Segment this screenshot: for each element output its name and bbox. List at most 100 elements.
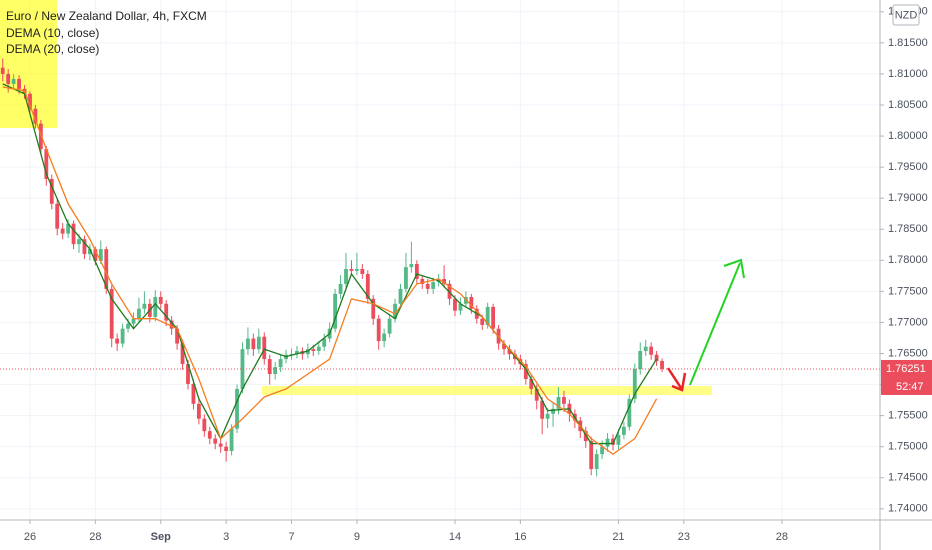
candle-body: [453, 298, 457, 311]
candle-body: [611, 438, 615, 445]
candle-body: [398, 288, 403, 304]
candle-body: [365, 273, 370, 299]
candle-body: [376, 318, 381, 342]
down-arrow: [666, 367, 683, 389]
candle-body: [382, 333, 387, 342]
x-tick-label: 16: [514, 531, 526, 543]
y-tick-label: 1.78500: [888, 223, 928, 235]
candle-body: [589, 441, 594, 470]
candle-body: [0, 67, 5, 74]
candle-body: [126, 323, 130, 329]
candle-body: [502, 343, 506, 350]
candle-body: [638, 351, 643, 370]
candle-body: [360, 269, 365, 274]
candle-body: [186, 364, 190, 384]
legend-entry: DEMA (10, close): [6, 26, 99, 40]
candle-body: [109, 288, 114, 339]
countdown-label: 52:47: [896, 381, 924, 393]
x-tick-label: 3: [223, 531, 229, 543]
y-tick-label: 1.74000: [888, 503, 928, 515]
candle-body: [229, 428, 234, 452]
up-arrow: [689, 262, 741, 386]
candle-body: [534, 388, 539, 401]
candle-body: [387, 318, 392, 334]
candle-body: [485, 306, 490, 325]
candle-body: [594, 454, 599, 470]
y-tick-label: 1.78000: [888, 254, 928, 266]
candle-body: [207, 431, 212, 439]
candle-body: [442, 278, 446, 284]
last-price-label: 1.76251: [886, 363, 926, 375]
last-price-badge: [881, 359, 932, 378]
legend-entry: DEMA (20, close): [6, 42, 99, 56]
x-tick-label: 28: [776, 531, 788, 543]
candle-body: [616, 434, 621, 445]
candle-body: [82, 239, 87, 255]
candle-body: [551, 408, 555, 414]
candle-body: [278, 359, 283, 368]
candle-body: [180, 343, 185, 365]
candle-body: [562, 396, 566, 404]
candle-body: [556, 396, 561, 409]
x-tick-label: Sep: [151, 531, 171, 543]
candle-body: [600, 446, 605, 455]
y-tick-label: 1.79500: [888, 161, 928, 173]
y-tick-label: 1.77000: [888, 316, 928, 328]
candle-body: [175, 328, 179, 344]
x-tick-label: 23: [678, 531, 690, 543]
candle-body: [333, 293, 338, 329]
x-tick-label: 7: [288, 531, 294, 543]
candle-body: [256, 336, 261, 350]
candle-body: [104, 249, 109, 289]
candle-body: [246, 338, 250, 350]
candle-body: [17, 78, 21, 89]
candle-body: [131, 318, 136, 324]
candle-body: [480, 318, 485, 325]
candle-body: [158, 296, 163, 304]
candle-body: [404, 267, 408, 289]
plot: [0, 58, 880, 477]
candle-body: [196, 403, 201, 419]
x-tick-label: 14: [449, 531, 461, 543]
y-tick-label: 1.81500: [888, 37, 928, 49]
candle-body: [540, 400, 545, 419]
y-tick-label: 1.77500: [888, 285, 928, 297]
candle-body: [660, 360, 664, 369]
x-tick-label: 21: [612, 531, 624, 543]
candle-body: [251, 338, 256, 350]
x-tick-label: 26: [24, 531, 36, 543]
candle-body: [409, 264, 414, 268]
candle-body: [55, 203, 60, 229]
candle-body: [420, 278, 425, 284]
candle-body: [316, 346, 321, 352]
candle-body: [169, 320, 174, 329]
candle-body: [295, 351, 299, 355]
candle-body: [469, 296, 474, 309]
support-zone: [262, 386, 712, 395]
candle-body: [344, 269, 348, 284]
candle-body: [77, 239, 81, 245]
candle-body: [115, 338, 120, 344]
candle-body: [71, 223, 76, 245]
candle-body: [393, 303, 397, 319]
y-tick-label: 1.75500: [888, 410, 928, 422]
grid: [0, 0, 880, 520]
candle-body: [267, 359, 272, 375]
candle-body: [354, 269, 359, 271]
candle-body: [523, 364, 528, 379]
up-arrow-head: [723, 258, 745, 279]
candle-body: [49, 178, 54, 204]
currency-badge[interactable]: [892, 4, 920, 26]
candle-body: [311, 349, 316, 352]
candle-body: [583, 431, 588, 442]
candle-body: [66, 223, 71, 234]
chart-title: Euro / New Zealand Dollar, 4h, FXCM: [6, 9, 207, 23]
candle-body: [338, 283, 343, 294]
candle-body: [11, 78, 16, 84]
candle-body: [93, 249, 98, 261]
y-tick-label: 1.76500: [888, 347, 928, 359]
candle-body: [33, 108, 38, 124]
candle-body: [224, 446, 229, 452]
candle-body: [425, 283, 430, 289]
